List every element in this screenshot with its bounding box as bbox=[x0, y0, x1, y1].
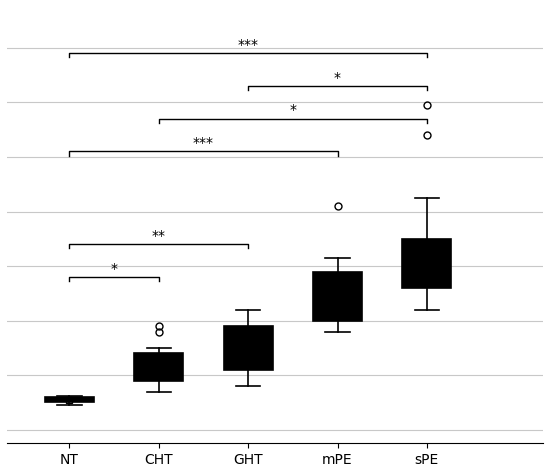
PathPatch shape bbox=[313, 272, 362, 320]
Text: ***: *** bbox=[193, 136, 214, 150]
Text: *: * bbox=[334, 71, 341, 85]
Text: *: * bbox=[289, 103, 296, 118]
Text: *: * bbox=[111, 262, 118, 275]
Text: **: ** bbox=[152, 229, 166, 243]
PathPatch shape bbox=[403, 239, 452, 288]
Text: ***: *** bbox=[238, 38, 258, 52]
PathPatch shape bbox=[224, 326, 273, 370]
PathPatch shape bbox=[134, 353, 183, 381]
PathPatch shape bbox=[45, 397, 94, 402]
